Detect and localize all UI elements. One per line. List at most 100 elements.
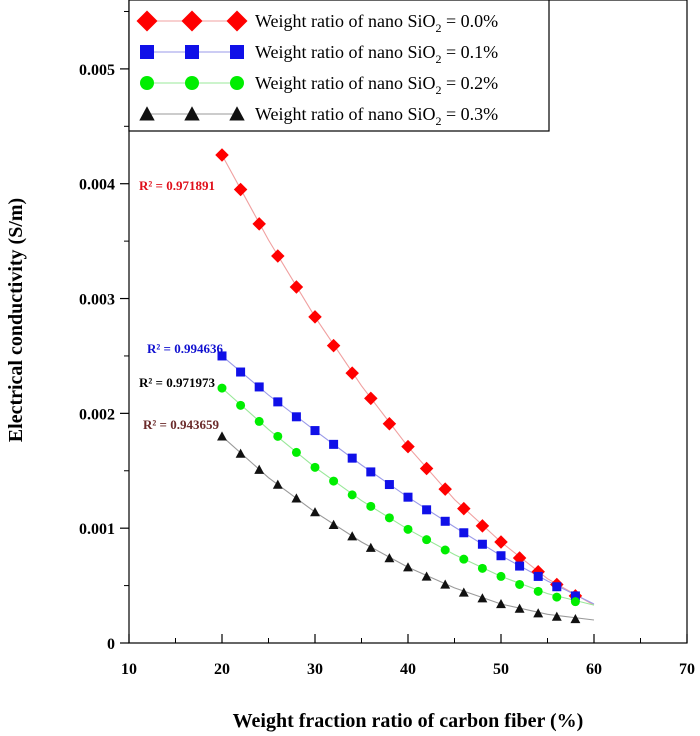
data-point-square (459, 528, 469, 538)
data-point-triangle (477, 593, 488, 603)
data-point-diamond (475, 519, 490, 533)
data-point-triangle (440, 579, 451, 589)
x-tick-label: 20 (214, 661, 230, 678)
data-point-diamond (438, 482, 452, 496)
y-axis-title: Electrical conductivity (S/m) (5, 198, 27, 442)
x-tick-label: 30 (307, 661, 323, 678)
data-point-square (366, 467, 376, 477)
data-point-diamond (364, 391, 378, 406)
x-tick-label: 40 (400, 661, 416, 678)
data-point-triangle (384, 553, 395, 563)
data-point-square (570, 591, 580, 601)
data-point-triangle (421, 571, 432, 581)
data-point-triangle (514, 603, 525, 613)
r-squared-label: R² = 0.971891 (139, 178, 215, 193)
data-point-circle (403, 524, 413, 534)
data-point-diamond (252, 217, 266, 231)
legend-marker (136, 10, 158, 32)
data-point-circle (236, 400, 246, 410)
data-point-square (329, 439, 339, 449)
data-point-circle (291, 447, 301, 457)
legend-marker (140, 76, 154, 90)
data-point-diamond (401, 439, 415, 454)
x-axis-title: Weight fraction ratio of carbon fiber (%… (233, 710, 584, 732)
legend-marker (181, 10, 203, 32)
legend-marker (229, 106, 245, 121)
fit-curve (221, 154, 595, 606)
data-point-circle (515, 579, 525, 589)
data-point-circle (329, 476, 339, 486)
data-point-diamond (419, 461, 434, 476)
data-point-square (440, 516, 450, 526)
data-point-circle (254, 416, 264, 426)
data-point-circle (217, 383, 227, 393)
data-point-diamond (308, 310, 322, 324)
y-tick-label: 0 (107, 636, 115, 653)
data-point-triangle (291, 493, 302, 503)
data-point-diamond (271, 249, 285, 263)
data-point-diamond (289, 280, 304, 294)
legend-marker (185, 45, 199, 59)
legend-marker (139, 106, 155, 121)
y-tick-label: 0.003 (79, 292, 115, 309)
data-point-diamond (233, 182, 248, 197)
data-point-diamond (345, 366, 359, 380)
data-point-square (273, 397, 283, 407)
data-point-square (496, 551, 506, 561)
data-point-circle (384, 513, 394, 523)
data-point-diamond (326, 338, 341, 353)
data-point-circle (496, 571, 506, 581)
data-point-circle (570, 597, 580, 607)
legend-marker (185, 76, 199, 90)
data-point-circle (552, 592, 562, 602)
data-point-circle (422, 535, 432, 545)
data-point-triangle (347, 531, 358, 541)
data-point-circle (273, 431, 283, 441)
y-tick-label: 0.004 (79, 177, 115, 194)
data-point-circle (440, 545, 450, 555)
y-tick-label: 0.005 (79, 62, 115, 79)
data-point-square (254, 382, 264, 392)
legend: Weight ratio of nano SiO2 = 0.0% Weight r… (128, 0, 550, 132)
data-point-diamond (215, 148, 229, 162)
legend-label: Weight ratio of nano SiO2 = 0.0% (255, 11, 498, 35)
y-axis: 0 0.001 0.002 0.003 0.004 0.005 (79, 10, 129, 653)
r-squared-label: R² = 0.994636 (147, 341, 223, 356)
r-squared-annotations: R² = 0.971891 R² = 0.994636 R² = 0.971973 R… (139, 178, 223, 432)
data-point-square (384, 480, 394, 490)
data-point-square (236, 367, 246, 377)
fit-curves (221, 154, 595, 621)
data-point-square (310, 426, 320, 436)
data-point-circle (459, 554, 469, 564)
data-point-circle (366, 501, 376, 511)
data-point-square (552, 582, 562, 592)
data-point-triangle (365, 542, 376, 552)
data-point-triangle (310, 507, 320, 517)
data-point-triangle (403, 562, 413, 572)
data-point-square (217, 351, 227, 361)
legend-marker (230, 45, 244, 59)
legend-label: Weight ratio of nano SiO2 = 0.3% (255, 104, 498, 128)
legend-marker (140, 45, 154, 59)
data-point-circle (347, 490, 357, 500)
data-point-triangle (254, 464, 265, 474)
data-point-diamond (494, 535, 508, 549)
r-squared-label: R² = 0.943659 (143, 417, 219, 432)
x-axis: 10 20 30 40 50 60 70 (121, 634, 695, 678)
data-point-circle (533, 586, 543, 596)
series-markers (215, 148, 583, 624)
x-tick-label: 50 (493, 661, 509, 678)
data-point-triangle (533, 608, 544, 618)
data-point-square (347, 453, 357, 463)
data-point-diamond (512, 551, 527, 565)
legend-marker (226, 10, 248, 32)
data-point-diamond (457, 501, 471, 516)
y-tick-label: 0.002 (79, 406, 115, 423)
data-point-triangle (217, 431, 227, 441)
legend-label: Weight ratio of nano SiO2 = 0.2% (255, 73, 498, 97)
data-point-triangle (458, 587, 469, 597)
r-squared-label: R² = 0.971973 (139, 375, 215, 390)
y-tick-label: 0.001 (79, 521, 115, 538)
data-point-triangle (496, 599, 506, 609)
